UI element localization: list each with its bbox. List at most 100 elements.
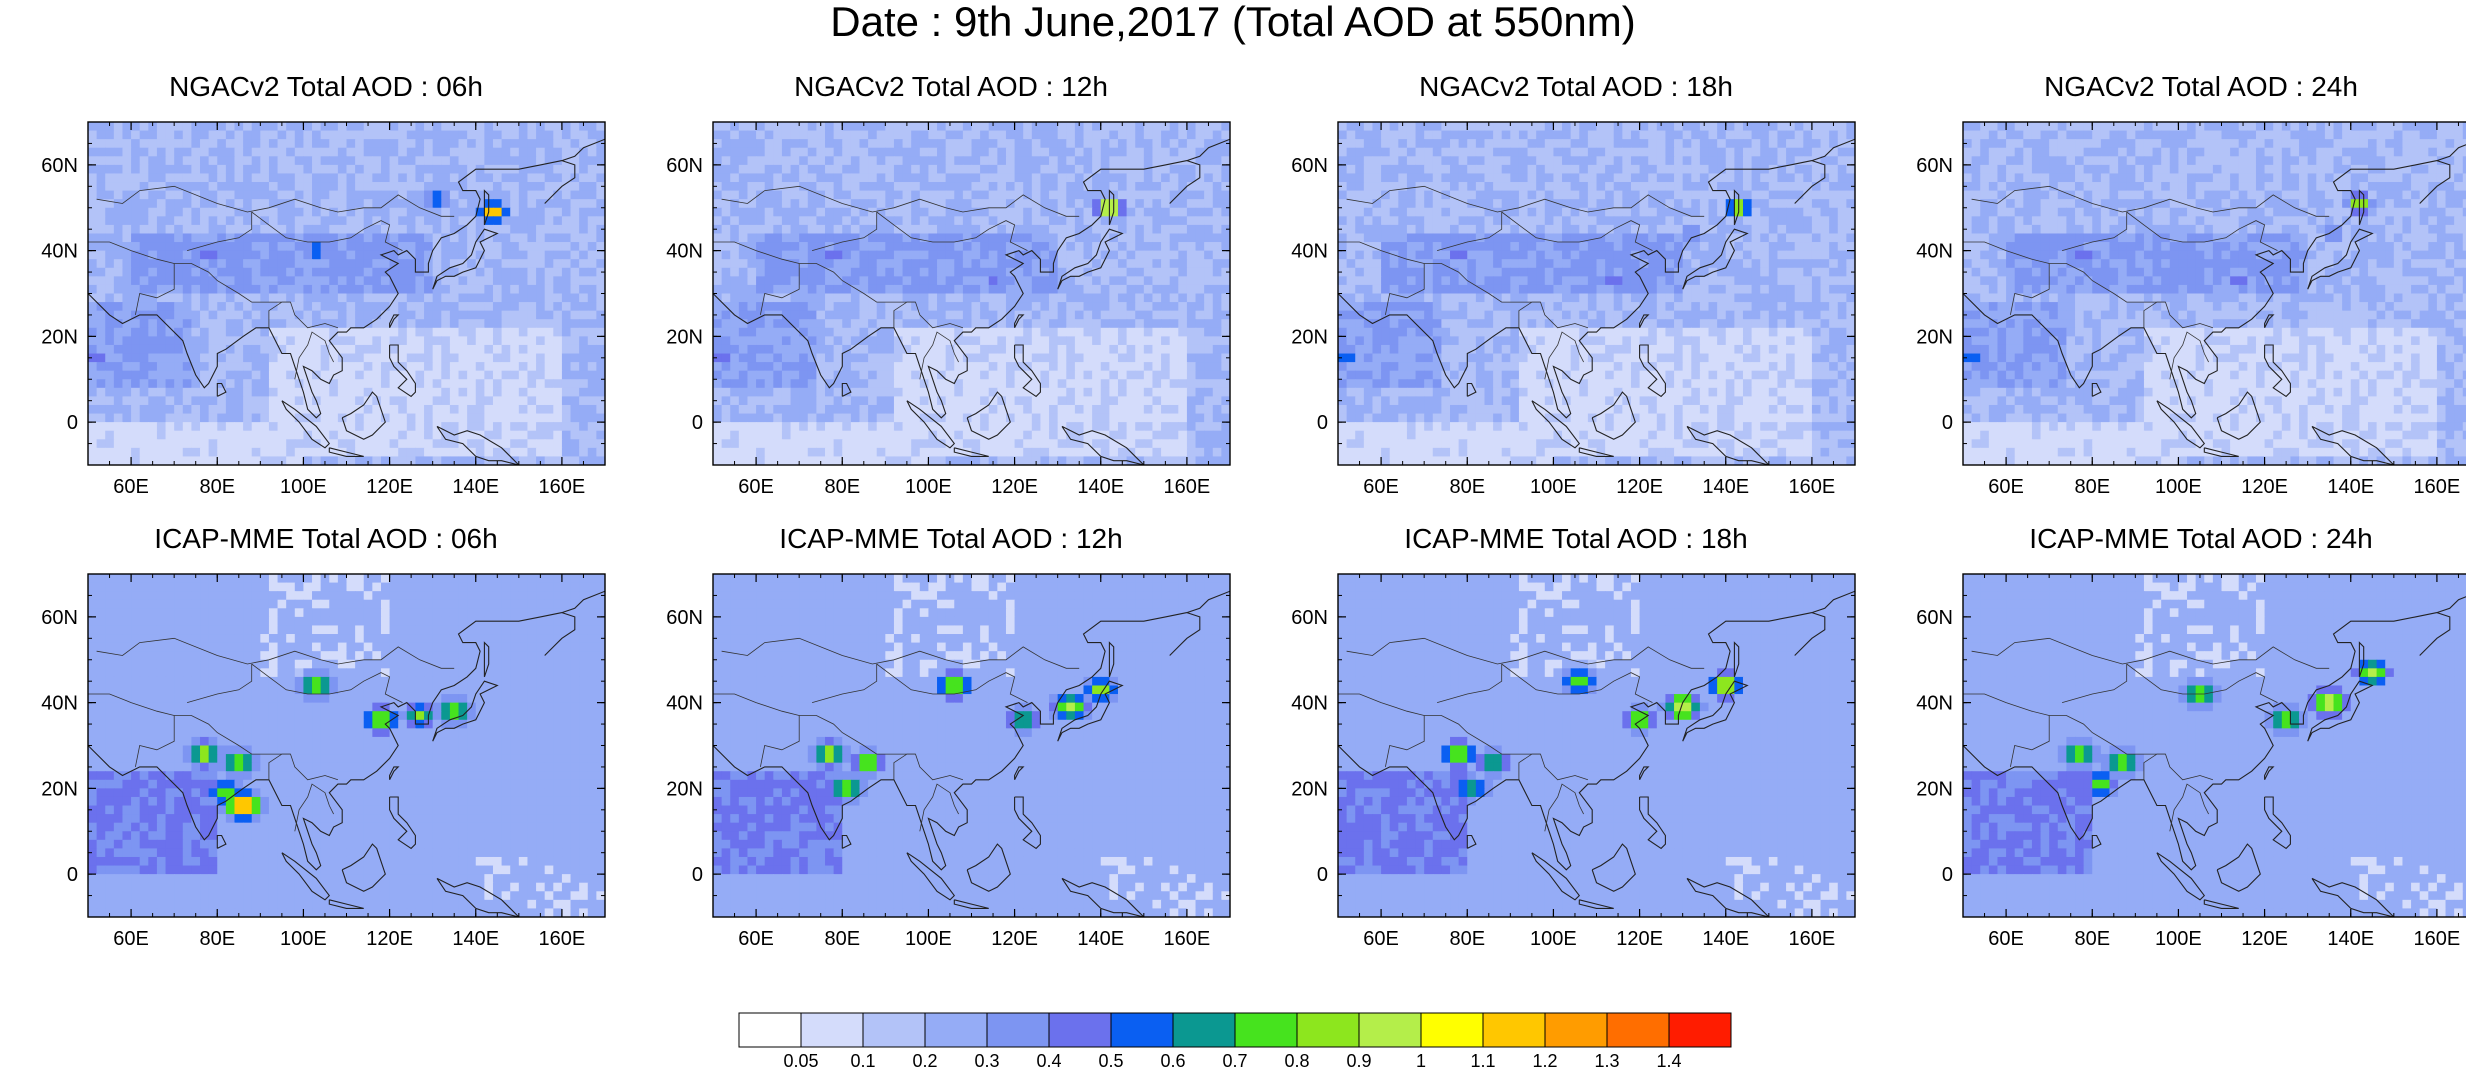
- lon-tick-label: 120E: [1616, 476, 1663, 498]
- aod-map: 60N 40N 20N 0 60E 80E 100E 120E 140E 160E: [666, 573, 1231, 950]
- lat-tick-label: 40N: [41, 241, 78, 263]
- panel-title: NGACv2 Total AOD : 18h: [1276, 70, 1876, 104]
- lon-tick-label: 120E: [366, 928, 413, 950]
- coastlines: [1338, 138, 1855, 465]
- country-borders: [713, 185, 1080, 380]
- colorbar-swatch: [1606, 1012, 1670, 1048]
- coastlines: [1963, 596, 2466, 917]
- colorbar-swatch: [1668, 1012, 1732, 1048]
- panel-title: NGACv2 Total AOD : 12h: [651, 70, 1251, 104]
- panel-title: ICAP-MME Total AOD : 18h: [1276, 522, 1876, 556]
- lon-tick-label: 80E: [824, 476, 860, 498]
- lat-tick-label: 20N: [41, 326, 78, 348]
- lat-tick-label: 0: [67, 864, 78, 886]
- lon-tick-label: 60E: [738, 928, 774, 950]
- lat-tick-label: 60N: [41, 607, 78, 629]
- colorbar-tick-label: 0.6: [1160, 1051, 1185, 1067]
- lat-tick-label: 60N: [1916, 607, 1953, 629]
- lon-tick-label: 60E: [113, 476, 149, 498]
- coastlines: [88, 138, 605, 465]
- lat-tick-label: 40N: [666, 693, 703, 715]
- lon-tick-label: 100E: [280, 928, 327, 950]
- panel-title: ICAP-MME Total AOD : 06h: [26, 522, 626, 556]
- country-borders: [1338, 637, 1705, 832]
- country-borders: [713, 637, 1080, 832]
- colorbar-tick-label: 1.4: [1656, 1051, 1681, 1067]
- map-panel: ICAP-MME Total AOD : 06h 60N 40N 20N 0 60E 80E…: [26, 520, 626, 950]
- lon-tick-label: 140E: [2327, 928, 2374, 950]
- aod-field: [713, 122, 1230, 465]
- lon-tick-label: 140E: [452, 928, 499, 950]
- lon-tick-label: 120E: [2241, 476, 2288, 498]
- colorbar-tick-label: 0.2: [912, 1051, 937, 1067]
- lat-tick-label: 20N: [666, 326, 703, 348]
- lon-tick-label: 140E: [1702, 476, 1749, 498]
- lon-tick-label: 120E: [366, 476, 413, 498]
- lat-tick-label: 20N: [666, 778, 703, 800]
- lat-tick-label: 60N: [1291, 155, 1328, 177]
- lon-tick-label: 100E: [905, 476, 952, 498]
- lat-tick-label: 0: [1317, 864, 1328, 886]
- lon-tick-label: 160E: [1789, 476, 1836, 498]
- lat-tick-label: 40N: [41, 693, 78, 715]
- country-borders: [1963, 637, 2330, 832]
- lon-tick-label: 60E: [1988, 476, 2024, 498]
- colorbar-tick-label: 0.05: [783, 1051, 818, 1067]
- lon-tick-label: 120E: [1616, 928, 1663, 950]
- lon-tick-label: 80E: [1449, 476, 1485, 498]
- lon-tick-label: 100E: [2155, 928, 2202, 950]
- lat-tick-label: 60N: [1916, 155, 1953, 177]
- colorbar-swatch: [1482, 1012, 1546, 1048]
- lat-tick-label: 0: [1942, 864, 1953, 886]
- coastlines: [1338, 590, 1855, 917]
- lon-tick-label: 160E: [2414, 928, 2461, 950]
- lat-tick-label: 20N: [41, 778, 78, 800]
- lon-tick-label: 80E: [199, 928, 235, 950]
- lon-tick-label: 100E: [280, 476, 327, 498]
- aod-map: 60N 40N 20N 0 60E 80E 100E 120E 140E 160E: [666, 121, 1231, 498]
- lat-tick-label: 0: [692, 864, 703, 886]
- colorbar-swatch: [1110, 1012, 1174, 1048]
- country-borders: [88, 185, 455, 380]
- aod-field: [713, 574, 1230, 917]
- lon-tick-label: 80E: [2074, 476, 2110, 498]
- country-borders: [88, 637, 455, 832]
- lat-tick-label: 40N: [1291, 241, 1328, 263]
- colorbar-tick-label: 0.5: [1098, 1051, 1123, 1067]
- aod-field: [1963, 574, 2466, 917]
- lat-tick-label: 40N: [1916, 693, 1953, 715]
- colorbar-swatch: [924, 1012, 988, 1048]
- colorbar-tick-label: 0.8: [1284, 1051, 1309, 1067]
- colorbar-tick-label: 1.1: [1470, 1051, 1495, 1067]
- colorbar-tick-label: 0.3: [974, 1051, 999, 1067]
- lon-tick-label: 120E: [991, 928, 1038, 950]
- lon-tick-label: 60E: [1988, 928, 2024, 950]
- lon-tick-label: 160E: [539, 476, 586, 498]
- aod-map: 60N 40N 20N 0 60E 80E 100E 120E 140E 160E: [1291, 573, 1856, 950]
- map-panel: ICAP-MME Total AOD : 24h 60N 40N 20N 0 60E 80E…: [1901, 520, 2466, 950]
- panel-title: NGACv2 Total AOD : 06h: [26, 70, 626, 104]
- lon-tick-label: 80E: [199, 476, 235, 498]
- lon-tick-label: 60E: [738, 476, 774, 498]
- lat-tick-label: 20N: [1291, 326, 1328, 348]
- colorbar-tick-label: 0.1: [850, 1051, 875, 1067]
- aod-map: 60N 40N 20N 0 60E 80E 100E 120E 140E 160E: [41, 121, 606, 498]
- colorbar-tick-label: 1.3: [1594, 1051, 1619, 1067]
- lat-tick-label: 60N: [1291, 607, 1328, 629]
- lon-tick-label: 100E: [2155, 476, 2202, 498]
- map-panel: NGACv2 Total AOD : 12h 60N 40N 20N 0 60E 80E 10…: [651, 68, 1251, 498]
- coastlines: [713, 138, 1230, 465]
- colorbar-swatch: [1048, 1012, 1112, 1048]
- panel-title: ICAP-MME Total AOD : 12h: [651, 522, 1251, 556]
- map-panel: ICAP-MME Total AOD : 18h 60N 40N 20N 0 60E 80E…: [1276, 520, 1876, 950]
- colorbar-tick-label: 1.2: [1532, 1051, 1557, 1067]
- lon-tick-label: 60E: [113, 928, 149, 950]
- panel-title: ICAP-MME Total AOD : 24h: [1901, 522, 2466, 556]
- lon-tick-label: 140E: [452, 476, 499, 498]
- lat-tick-label: 0: [1942, 412, 1953, 434]
- lat-tick-label: 0: [692, 412, 703, 434]
- lon-tick-label: 120E: [2241, 928, 2288, 950]
- lon-tick-label: 100E: [905, 928, 952, 950]
- colorbar-tick-label: 0.9: [1346, 1051, 1371, 1067]
- coastlines: [88, 590, 605, 917]
